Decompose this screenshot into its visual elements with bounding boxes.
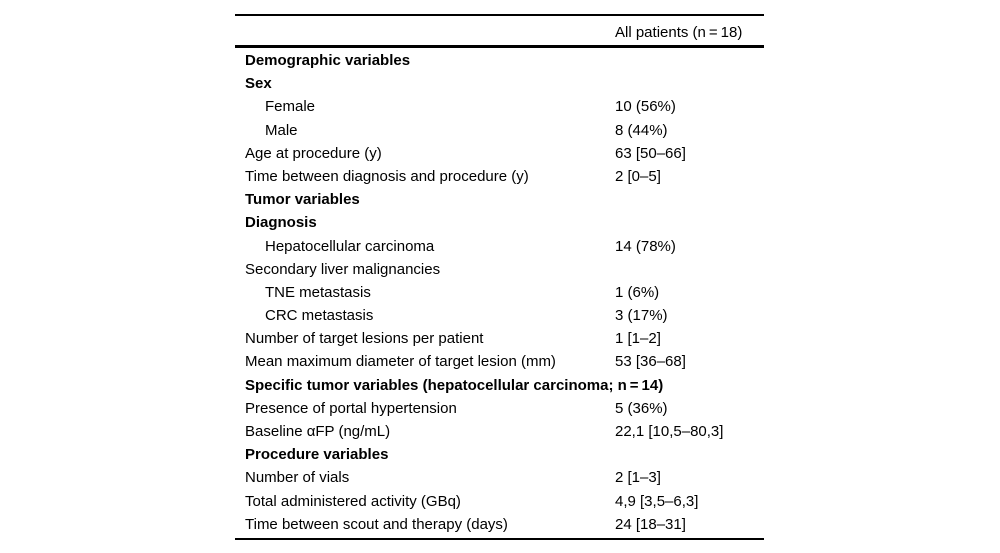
table-row: Number of vials 2 [1–3] <box>235 466 764 489</box>
table-bottom-rule <box>235 537 764 540</box>
table-row: Sex <box>235 72 764 95</box>
table-row: Baseline αFP (ng/mL) 22,1 [10,5–80,3] <box>235 420 764 443</box>
row-value: 1 (6%) <box>615 283 660 301</box>
row-label: Procedure variables <box>245 446 389 464</box>
row-label: Time between scout and therapy (days) <box>245 515 508 533</box>
table-row: Time between scout and therapy (days) 24 … <box>235 513 764 536</box>
table-row: CRC metastasis 3 (17%) <box>235 304 764 327</box>
row-value: 14 (78%) <box>615 237 676 255</box>
column-header-all-patients: All patients (n = 18) <box>615 24 743 41</box>
row-label: Demographic variables <box>245 52 411 69</box>
row-value: 4,9 [3,5–6,3] <box>615 492 699 510</box>
row-label: Total administered activity (GBq) <box>245 492 461 510</box>
table-row: Total administered activity (GBq) 4,9 [3,… <box>235 490 764 513</box>
row-label: Age at procedure (y) <box>245 144 382 162</box>
table-row: Age at procedure (y) 63 [50–66] <box>235 142 764 165</box>
table-header-row: All patients (n = 18) <box>235 16 764 45</box>
table-row: Specific tumor variables (hepatocellular… <box>235 374 764 397</box>
table-body: Demographic variables Sex Female 10 (56%) Ma… <box>235 48 764 538</box>
table-top-rule <box>235 14 764 16</box>
row-label: TNE metastasis <box>265 283 371 301</box>
table-row: Mean maximum diameter of target lesion (… <box>235 350 764 373</box>
row-label: Baseline αFP (ng/mL) <box>245 423 391 440</box>
row-value: 53 [36–68] <box>615 353 686 371</box>
table-row: Procedure variables <box>235 443 764 466</box>
table-row: Demographic variables <box>235 49 764 72</box>
row-label: Secondary liver malignancies <box>245 260 441 278</box>
row-value: 3 (17%) <box>615 307 668 325</box>
row-label: Time between diagnosis and procedure (y) <box>245 167 529 185</box>
row-value: 24 [18–31] <box>615 515 686 533</box>
table-header-separator-rule <box>235 45 764 48</box>
row-label: Presence of portal hypertension <box>245 399 457 417</box>
row-label: Sex <box>245 75 272 93</box>
table-row: Male 8 (44%) <box>235 119 764 142</box>
row-label: Diagnosis <box>245 214 317 232</box>
table-row: Hepatocellular carcinoma 14 (78%) <box>235 235 764 258</box>
row-label: Male <box>265 121 298 139</box>
table-row: Diagnosis <box>235 211 764 234</box>
row-value: 22,1 [10,5–80,3] <box>615 423 724 440</box>
row-label: Mean maximum diameter of target lesion (… <box>245 353 556 371</box>
table-row: TNE metastasis 1 (6%) <box>235 281 764 304</box>
row-label: Female <box>265 98 316 116</box>
row-label: Number of target lesions per patient <box>245 330 484 348</box>
row-value: 63 [50–66] <box>615 144 686 162</box>
row-value: 2 [1–3] <box>615 469 661 487</box>
row-value: 2 [0–5] <box>615 167 661 185</box>
row-label: Tumor variables <box>245 191 360 209</box>
patient-characteristics-table: All patients (n = 18) Demographic variab… <box>235 14 764 540</box>
row-value: 8 (44%) <box>615 121 668 139</box>
row-value: 10 (56%) <box>615 98 676 116</box>
table-row: Female 10 (56%) <box>235 95 764 118</box>
row-label: Hepatocellular carcinoma <box>265 237 435 255</box>
row-value: 1 [1–2] <box>615 330 661 348</box>
table-row: Number of target lesions per patient 1 [1… <box>235 327 764 350</box>
row-label: CRC metastasis <box>265 307 374 325</box>
table-row: Secondary liver malignancies <box>235 258 764 281</box>
table-row: Tumor variables <box>235 188 764 211</box>
table-row: Presence of portal hypertension 5 (36%) <box>235 397 764 420</box>
row-value: 5 (36%) <box>615 399 668 417</box>
row-label: Number of vials <box>245 469 350 487</box>
row-label: Specific tumor variables (hepatocellular… <box>245 376 664 394</box>
table-row: Time between diagnosis and procedure (y)… <box>235 165 764 188</box>
